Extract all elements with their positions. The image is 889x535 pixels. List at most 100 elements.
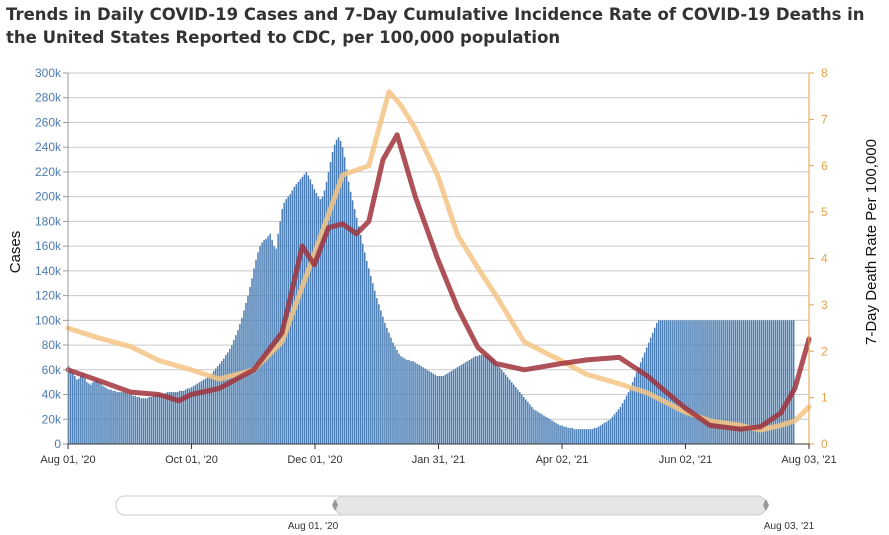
case-bar bbox=[523, 397, 525, 444]
case-bar bbox=[651, 332, 654, 444]
case-bar bbox=[412, 361, 414, 444]
case-bar bbox=[770, 320, 773, 444]
case-bar bbox=[313, 189, 316, 444]
navigator-start-label: Aug 01, '20 bbox=[288, 521, 339, 532]
case-bar bbox=[710, 320, 712, 444]
case-bar bbox=[384, 322, 386, 444]
case-bar bbox=[104, 387, 106, 444]
case-bar bbox=[132, 395, 134, 444]
case-bar bbox=[374, 290, 376, 444]
navigator-right-handle[interactable] bbox=[763, 499, 769, 511]
case-bar bbox=[267, 236, 269, 444]
case-bar bbox=[764, 320, 767, 444]
case-bar bbox=[210, 373, 213, 444]
case-bar bbox=[563, 426, 565, 444]
case-bar bbox=[349, 191, 352, 444]
case-bar bbox=[160, 394, 163, 444]
case-bar bbox=[120, 392, 122, 444]
case-bar bbox=[390, 337, 392, 444]
y-right-tick-label: 0 bbox=[821, 437, 828, 451]
case-bar bbox=[303, 174, 306, 444]
case-bar bbox=[613, 414, 616, 444]
case-bar bbox=[404, 358, 406, 444]
case-bar bbox=[422, 367, 424, 444]
case-bar bbox=[106, 388, 108, 444]
case-bar bbox=[162, 394, 165, 444]
case-bar bbox=[88, 383, 90, 444]
case-bar bbox=[148, 397, 151, 444]
axes: 0 20k 40k 60k 80k 100k 120k 140k 160k 180k 200k 220… bbox=[35, 66, 837, 466]
case-bar bbox=[766, 320, 769, 444]
case-bar bbox=[327, 171, 330, 444]
case-bar bbox=[110, 389, 112, 444]
case-bar bbox=[468, 359, 471, 444]
case-bar bbox=[599, 425, 602, 444]
case-bar bbox=[555, 422, 557, 444]
case-bar bbox=[331, 152, 334, 444]
range-navigator[interactable]: Aug 01, '20 Aug 03, '21 bbox=[115, 495, 815, 532]
case-bar bbox=[772, 320, 775, 444]
case-bar bbox=[702, 320, 704, 444]
x-tick-label: Apr 02, '21 bbox=[536, 454, 589, 466]
case-bar bbox=[684, 320, 686, 444]
case-bar bbox=[774, 320, 777, 444]
case-bar bbox=[237, 330, 239, 444]
case-bar bbox=[345, 169, 348, 444]
navigator-selection[interactable] bbox=[334, 495, 767, 516]
case-bar bbox=[184, 389, 187, 444]
case-bar bbox=[351, 200, 354, 444]
case-bar bbox=[190, 387, 193, 444]
case-bar bbox=[690, 320, 692, 444]
case-bar bbox=[728, 320, 730, 444]
case-bar bbox=[635, 372, 638, 444]
case-bar bbox=[200, 380, 203, 444]
case-bar bbox=[438, 375, 441, 444]
case-bar bbox=[182, 390, 185, 444]
navigator-left-handle[interactable] bbox=[332, 499, 338, 511]
case-bar bbox=[466, 361, 469, 444]
case-bar bbox=[587, 429, 590, 444]
case-bar bbox=[311, 184, 314, 445]
navigator-end-label: Aug 03, '21 bbox=[764, 521, 815, 532]
x-tick-label: Jun 02, '21 bbox=[659, 454, 712, 466]
case-bar bbox=[780, 320, 783, 444]
case-bar bbox=[339, 141, 342, 444]
case-bar bbox=[402, 357, 404, 444]
case-bar bbox=[398, 353, 400, 444]
case-bar bbox=[448, 372, 451, 444]
case-bar bbox=[341, 147, 344, 444]
case-bar bbox=[776, 320, 779, 444]
case-bar bbox=[122, 392, 124, 444]
case-bar bbox=[551, 420, 553, 444]
y-left-tick-label: 240k bbox=[35, 140, 62, 154]
case-bar bbox=[353, 209, 356, 444]
case-bar bbox=[450, 371, 453, 444]
y-left-tick-label: 100k bbox=[35, 313, 62, 327]
case-bar bbox=[460, 364, 463, 444]
case-bar bbox=[462, 363, 465, 444]
case-bar bbox=[498, 367, 501, 444]
case-bar bbox=[714, 320, 716, 444]
case-bar bbox=[84, 378, 86, 444]
cases-7day-average-line bbox=[65, 132, 812, 432]
case-bar bbox=[144, 398, 147, 444]
case-bar bbox=[114, 390, 116, 444]
case-bar bbox=[643, 352, 646, 444]
y-left-tick-label: 140k bbox=[35, 264, 62, 278]
case-bar bbox=[744, 320, 747, 444]
case-bar bbox=[559, 425, 561, 444]
case-bar bbox=[539, 413, 541, 444]
case-bar bbox=[150, 397, 153, 444]
case-bar bbox=[138, 397, 140, 444]
case-bar bbox=[500, 369, 503, 444]
case-bar bbox=[698, 320, 700, 444]
case-bar bbox=[112, 390, 114, 444]
case-bar bbox=[343, 157, 346, 445]
case-bar bbox=[126, 393, 128, 444]
case-bar bbox=[325, 181, 328, 444]
case-bar bbox=[414, 362, 416, 444]
case-bar bbox=[118, 392, 120, 444]
case-bar bbox=[446, 373, 449, 444]
case-bar bbox=[124, 392, 126, 444]
